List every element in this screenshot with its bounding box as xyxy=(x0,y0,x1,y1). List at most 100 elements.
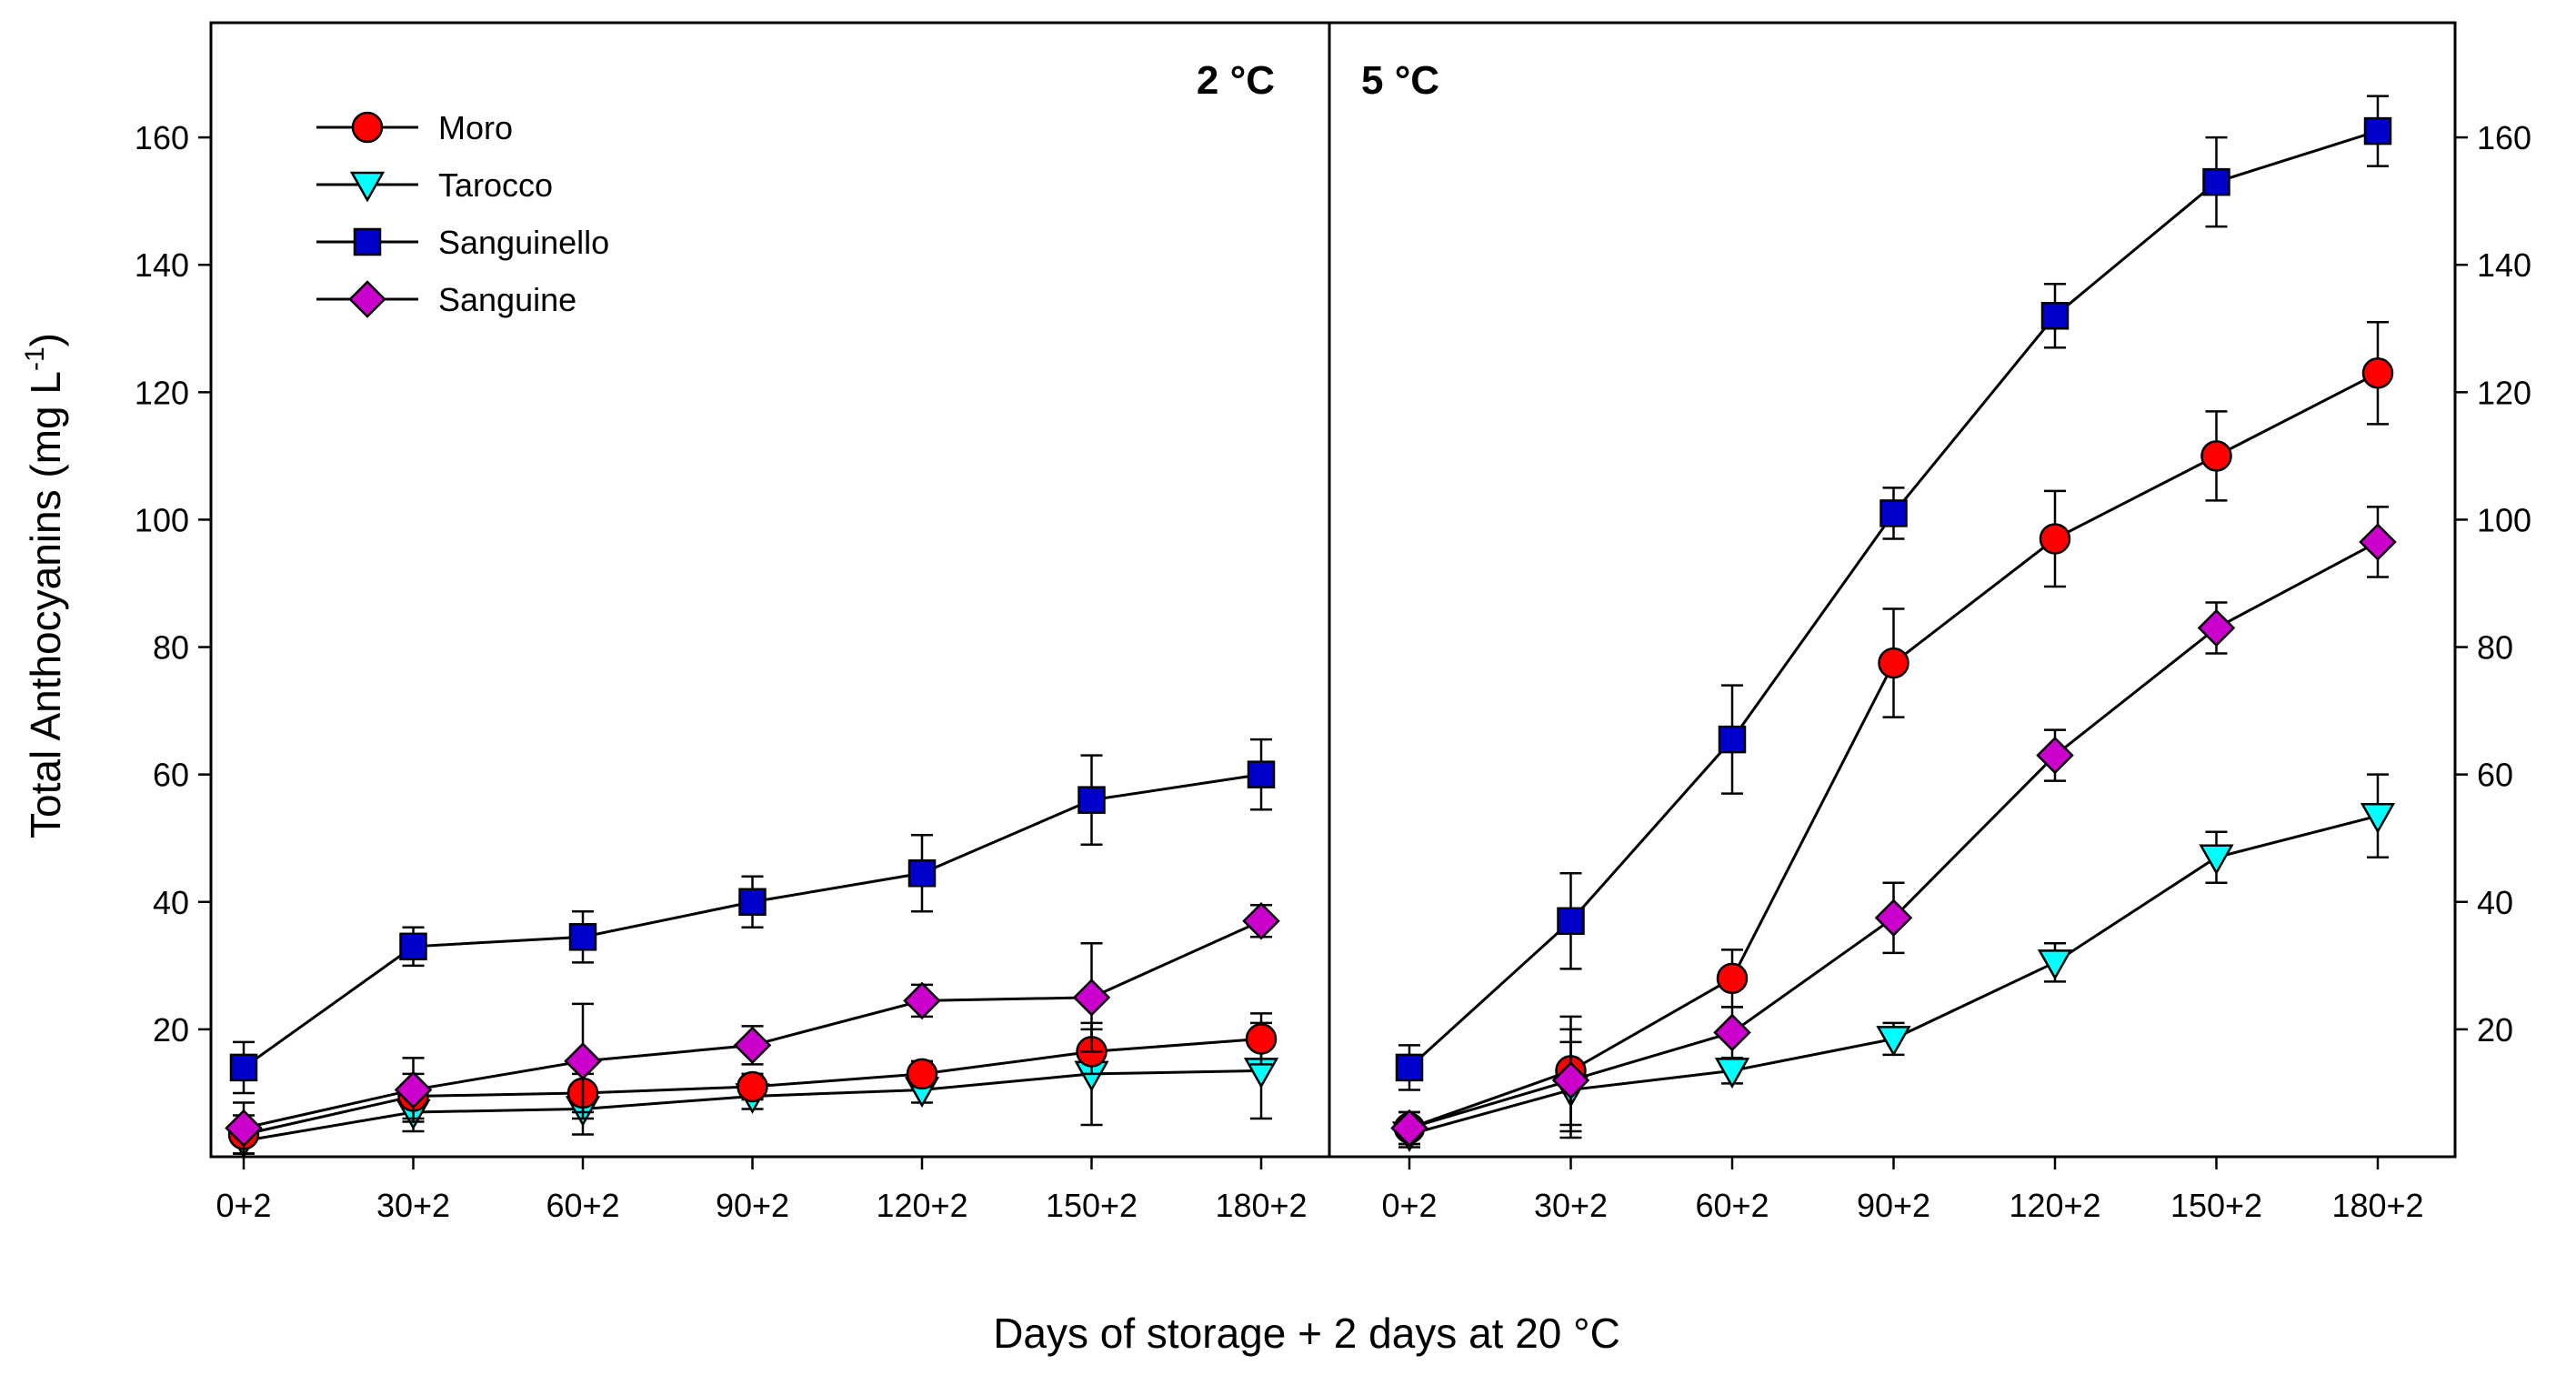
data-point xyxy=(568,923,597,951)
legend-label: Sanguinello xyxy=(438,224,609,261)
data-point xyxy=(2199,844,2234,876)
x-axis-label: Days of storage + 2 days at 20 °C xyxy=(993,1310,1620,1357)
data-point xyxy=(2359,523,2397,561)
data-point xyxy=(733,1026,772,1065)
data-point xyxy=(737,1070,768,1103)
y-tick-label: 60 xyxy=(2477,757,2513,794)
data-point xyxy=(1247,760,1276,788)
x-tick-label: 150+2 xyxy=(2170,1187,2262,1224)
data-point xyxy=(2037,949,2073,980)
y-tick-label: 160 xyxy=(135,119,189,156)
y-axis-label-main: Total Anthocyanins (mg L xyxy=(22,371,69,838)
legend-label: Tarocco xyxy=(438,166,553,204)
x-tick-label: 150+2 xyxy=(1046,1187,1138,1224)
legend-label: Sanguine xyxy=(438,281,576,318)
data-point xyxy=(1245,1023,1278,1055)
data-point xyxy=(1078,786,1106,814)
data-point xyxy=(2197,608,2236,647)
legend-marker xyxy=(351,111,384,144)
legend-label: Moro xyxy=(438,109,513,146)
panel-2: 0+2 30+2 60+2 90+2 120+2 150+2 180+2 20 40 60 80 10… xyxy=(1328,21,2531,1224)
data-point xyxy=(903,981,941,1020)
legend-entry-moro: Moro xyxy=(316,109,513,146)
series-moro xyxy=(1393,321,2394,1146)
data-point xyxy=(907,859,937,888)
x-tick-label: 90+2 xyxy=(716,1187,789,1224)
legend-entry-tarocco: Tarocco xyxy=(316,166,553,204)
data-point xyxy=(2040,302,2070,330)
data-point xyxy=(1876,1026,1911,1057)
legend-marker xyxy=(353,227,382,256)
legend-marker xyxy=(349,171,386,203)
series-line xyxy=(1408,814,2379,1136)
data-point xyxy=(906,1058,938,1090)
data-point xyxy=(2202,167,2230,196)
data-point xyxy=(1242,902,1280,940)
data-point xyxy=(1878,647,1909,679)
y-tick-label: 100 xyxy=(2477,501,2531,538)
y-axis-label-close: ) xyxy=(22,333,69,346)
x-tick-label: 30+2 xyxy=(376,1187,450,1224)
data-point xyxy=(1713,1013,1751,1052)
legend-marker xyxy=(348,280,386,318)
y-tick-label: 40 xyxy=(2477,884,2513,921)
y-tick-label: 100 xyxy=(135,501,189,538)
data-point xyxy=(1557,907,1585,936)
series-sanguinello xyxy=(229,738,1276,1095)
x-tick-label: 0+2 xyxy=(216,1187,271,1224)
data-point xyxy=(1551,1061,1590,1099)
data-point xyxy=(738,888,767,917)
y-axis-label: Total Anthocyanins (mg L-1) xyxy=(20,333,69,838)
y-tick-label: 80 xyxy=(2477,629,2513,667)
panel-frame xyxy=(209,21,1331,1159)
x-tick-label: 180+2 xyxy=(2331,1187,2423,1224)
y-tick-label: 80 xyxy=(153,629,189,667)
data-point xyxy=(2039,523,2071,555)
y-tick-label: 120 xyxy=(2477,374,2531,411)
data-point xyxy=(1395,1053,1424,1082)
data-point xyxy=(1879,499,1908,527)
data-point xyxy=(564,1042,602,1080)
y-tick-label: 40 xyxy=(153,884,189,921)
legend: Moro Tarocco Sanguinello Sanguine xyxy=(316,109,609,318)
y-tick-label: 140 xyxy=(135,246,189,284)
legend-entry-sanguine: Sanguine xyxy=(316,280,576,318)
series-sanguinello xyxy=(1395,95,2392,1091)
data-point xyxy=(1718,725,1747,754)
data-point xyxy=(2360,802,2396,834)
data-point xyxy=(1716,962,1749,995)
y-tick-label: 20 xyxy=(2477,1011,2513,1049)
y-axis-label-superscript: -1 xyxy=(20,346,50,371)
data-point xyxy=(1874,898,1913,938)
x-tick-label: 0+2 xyxy=(1381,1187,1437,1224)
x-tick-label: 60+2 xyxy=(546,1187,619,1224)
series-line xyxy=(1408,371,2379,1129)
data-point xyxy=(2361,357,2394,389)
y-tick-label: 20 xyxy=(153,1011,189,1049)
panels-layer: 0+2 30+2 60+2 90+2 120+2 150+2 180+2 20 40 60 80 10… xyxy=(135,21,2531,1224)
data-point xyxy=(225,1109,263,1148)
x-tick-label: 30+2 xyxy=(1534,1187,1608,1224)
x-tick-label: 120+2 xyxy=(2009,1187,2100,1224)
data-point xyxy=(399,932,427,961)
y-tick-label: 120 xyxy=(135,374,189,411)
panel-label: 2 °C xyxy=(1197,58,1275,103)
x-tick-label: 120+2 xyxy=(876,1187,967,1224)
panel-1: 0+2 30+2 60+2 90+2 120+2 150+2 180+2 20 40 60 80 10… xyxy=(135,21,1331,1224)
data-point xyxy=(394,1070,433,1109)
y-tick-label: 140 xyxy=(2477,246,2531,284)
data-point xyxy=(2036,736,2074,775)
series-sanguine xyxy=(225,902,1280,1155)
x-tick-label: 180+2 xyxy=(1215,1187,1307,1224)
legend-entry-sanguinello: Sanguinello xyxy=(316,224,609,261)
series-sanguine xyxy=(1390,506,2397,1148)
data-point xyxy=(229,1053,258,1082)
x-tick-label: 90+2 xyxy=(1857,1187,1930,1224)
data-point xyxy=(1072,979,1111,1017)
data-point xyxy=(2200,440,2232,472)
x-tick-label: 60+2 xyxy=(1695,1187,1769,1224)
panel-frame xyxy=(1328,21,2457,1159)
y-tick-label: 60 xyxy=(153,757,189,794)
y-tick-label: 160 xyxy=(2477,119,2531,156)
